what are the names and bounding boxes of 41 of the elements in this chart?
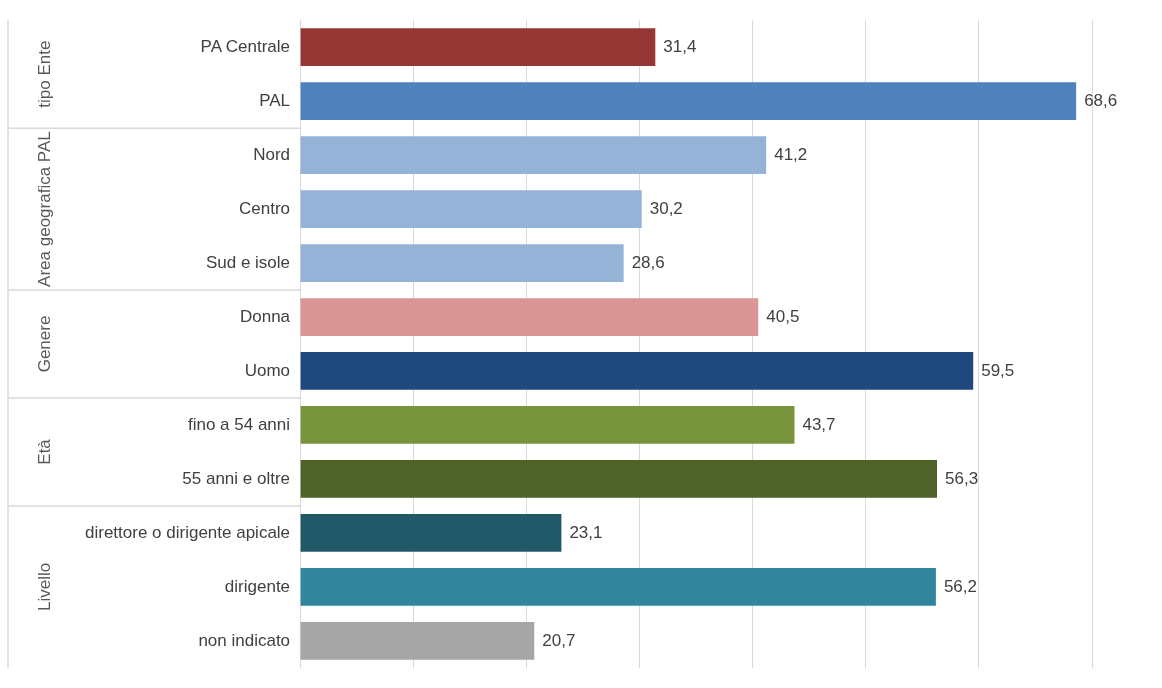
bar [300, 567, 936, 606]
data-label: 20,7 [542, 630, 576, 650]
y-tick-label: fino a 54 anni [187, 414, 291, 434]
data-label: 30,2 [649, 198, 683, 218]
bar [300, 406, 795, 444]
data-label: 31,4 [663, 36, 697, 56]
y-tick-label: 55 anni e oltre [182, 468, 291, 488]
y-tick-label: Centro [239, 198, 291, 218]
bar [300, 82, 1077, 121]
y-tick-label: dirigente [224, 576, 291, 596]
data-label: 56,2 [943, 576, 977, 596]
text: tipo Ente [34, 40, 54, 108]
data-label: 41,2 [774, 144, 808, 164]
bar [300, 28, 656, 67]
bar [300, 352, 974, 390]
bar [300, 621, 535, 660]
y-tick-label: Uomo [244, 360, 291, 380]
y-tick-label: Sud e isole [205, 252, 291, 272]
bar [300, 460, 938, 498]
data-label: 40,5 [766, 306, 800, 326]
data-label: 59,5 [981, 360, 1015, 380]
bar [300, 190, 642, 228]
text: Età [34, 438, 54, 465]
data-label: 43,7 [802, 414, 836, 434]
data-label: 68,6 [1084, 90, 1118, 110]
text: Genere [34, 315, 54, 373]
text: Livello [34, 562, 54, 611]
data-label: 56,3 [945, 468, 979, 488]
data-label: 23,1 [569, 522, 603, 542]
bar [300, 298, 759, 336]
data-label: 28,6 [631, 252, 665, 272]
y-tick-label: direttore o dirigente apicale [84, 522, 291, 542]
bar [300, 514, 562, 552]
y-tick-label: non indicato [198, 630, 291, 650]
y-tick-label: PAL [259, 90, 291, 110]
y-tick-label: Donna [239, 306, 291, 326]
bar [300, 136, 767, 175]
y-tick-label: PA Centrale [200, 36, 291, 56]
bar [300, 244, 624, 282]
y-tick-label: Nord [253, 144, 291, 164]
text: Area geografica PAL [34, 131, 54, 287]
